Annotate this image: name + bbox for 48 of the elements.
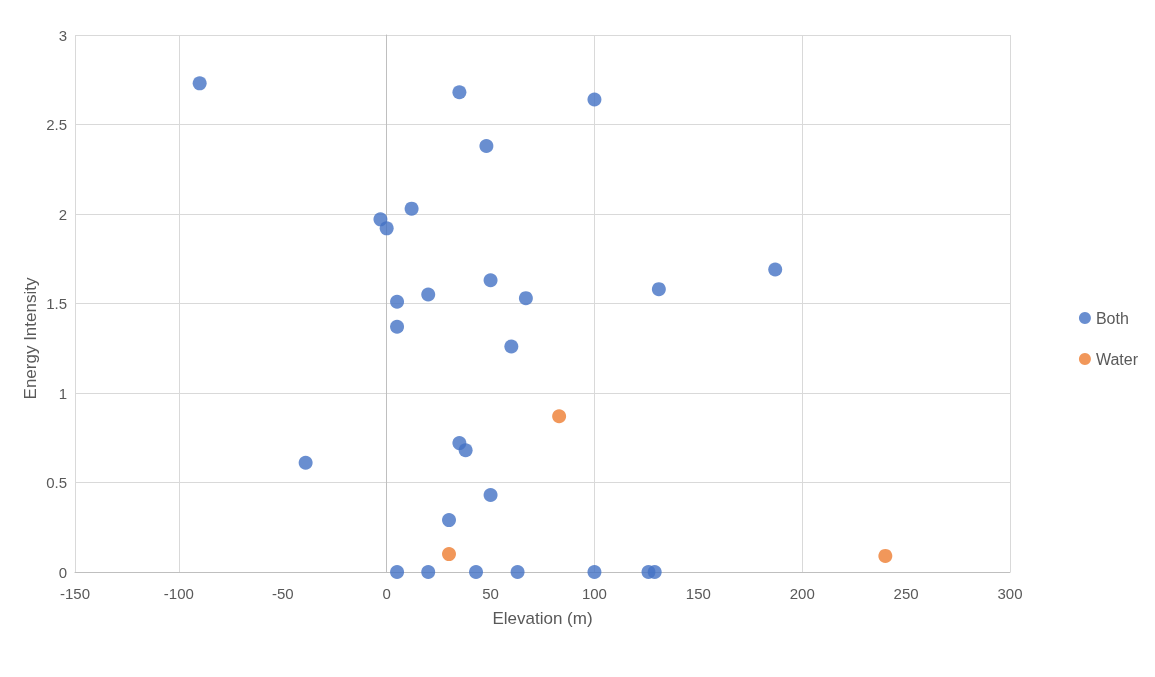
x-axis-title: Elevation (m)	[492, 609, 593, 628]
y-tick-label: 1.5	[46, 295, 67, 312]
point	[298, 455, 313, 470]
point	[469, 565, 484, 579]
y-tick-label: 3	[58, 26, 67, 44]
point	[390, 294, 405, 309]
point	[651, 282, 666, 297]
point	[390, 565, 405, 579]
y-tick-label: 2.5	[46, 116, 67, 133]
point	[421, 287, 436, 302]
x-tick-label: 300	[997, 585, 1023, 602]
point	[442, 513, 456, 528]
x-tick-label: -100	[163, 585, 194, 602]
y-tick-label: 0.5	[46, 474, 67, 491]
point	[442, 547, 456, 562]
point	[452, 85, 467, 100]
point	[404, 201, 419, 216]
point	[878, 548, 893, 563]
point	[518, 291, 533, 306]
point	[768, 262, 783, 277]
y-tick-label: 0	[58, 563, 67, 581]
point	[587, 565, 602, 579]
point	[479, 138, 494, 153]
y-tick-label: 2	[58, 205, 67, 223]
y-tick-label: 1	[58, 384, 67, 402]
point	[421, 565, 436, 579]
point	[552, 409, 567, 424]
x-tick-label: 200	[789, 585, 815, 602]
x-tick-label: 250	[893, 585, 919, 602]
y-axis-title: Energy Intensity	[21, 277, 40, 400]
x-tick-label: -50	[271, 585, 294, 602]
legend-label: Both	[1095, 309, 1129, 327]
point	[458, 443, 473, 458]
x-tick-label: 0	[382, 585, 391, 602]
x-tick-label: 100	[581, 585, 607, 602]
point	[504, 339, 519, 354]
x-tick-label: 50	[482, 585, 499, 602]
point	[483, 488, 498, 503]
point	[390, 319, 405, 334]
x-tick-label: -150	[59, 585, 91, 602]
point	[587, 92, 602, 107]
point	[379, 221, 394, 236]
x-tick-label: 150	[685, 585, 711, 602]
point	[647, 565, 662, 579]
point	[510, 565, 525, 579]
point	[192, 76, 207, 91]
legend-label: Water	[1095, 350, 1139, 368]
point	[483, 273, 498, 288]
